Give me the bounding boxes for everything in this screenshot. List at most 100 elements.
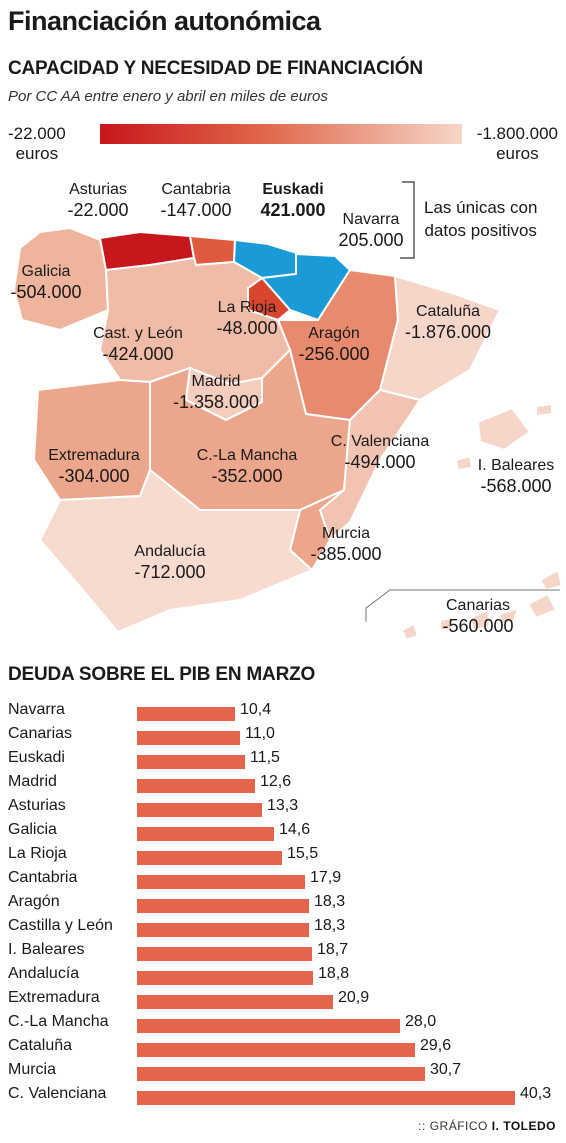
bar-chart-title: DEUDA SOBRE EL PIB EN MARZO xyxy=(8,664,315,686)
label-value: 205.000 xyxy=(338,230,403,250)
bar-value-label: 18,8 xyxy=(318,965,349,983)
label-value: -568.000 xyxy=(478,476,554,496)
label-value: -147.000 xyxy=(160,200,231,220)
label-value: -48.000 xyxy=(216,318,277,338)
bar-category-label: Galicia xyxy=(8,821,57,839)
map-section-heading: CAPACIDAD Y NECESIDAD DE FINANCIACIÓN xyxy=(8,58,423,80)
label-cantabria: Cantabria -147.000 xyxy=(160,180,231,220)
page-title: Financiación autonómica xyxy=(8,6,321,37)
bar-category-label: Andalucía xyxy=(8,965,79,983)
bar-value-label: 20,9 xyxy=(338,989,369,1007)
label-value: -22.000 xyxy=(67,200,128,220)
bar-row: Castilla y León 18,3 xyxy=(0,916,566,940)
legend-gradient-bar xyxy=(100,124,462,144)
label-value: -712.000 xyxy=(134,562,205,582)
positive-note: Las únicas con datos positivos xyxy=(424,196,537,242)
bar-category-label: Asturias xyxy=(8,797,66,815)
bar-value-label: 15,5 xyxy=(287,845,318,863)
bar-category-label: C.-La Mancha xyxy=(8,1013,109,1031)
label-name: Asturias xyxy=(67,180,128,200)
label-castilla-leon: Cast. y León -424.000 xyxy=(93,324,183,364)
credit-prefix: GRÁFICO xyxy=(430,1119,488,1133)
label-euskadi: Euskadi 421.000 xyxy=(260,180,325,220)
bar-value-label: 13,3 xyxy=(267,797,298,815)
label-aragon: Aragón -256.000 xyxy=(298,324,369,364)
bar-value-label: 17,9 xyxy=(310,869,341,887)
bar xyxy=(137,827,274,841)
bar-row: Asturias 13,3 xyxy=(0,796,566,820)
bar-value-label: 29,6 xyxy=(420,1037,451,1055)
label-value: -504.000 xyxy=(10,282,81,302)
bar-value-label: 30,7 xyxy=(430,1061,461,1079)
region-baleares-mallorca xyxy=(478,408,530,450)
region-canarias-6 xyxy=(540,570,562,590)
bar-row: Cantabria 17,9 xyxy=(0,868,566,892)
bar-row: Navarra 10,4 xyxy=(0,700,566,724)
bar xyxy=(137,971,313,985)
legend-min-unit: euros xyxy=(8,144,66,164)
bar xyxy=(137,1019,400,1033)
label-name: C.-La Mancha xyxy=(197,446,298,466)
label-name: Cataluña xyxy=(405,302,491,322)
bar xyxy=(137,923,309,937)
bar-category-label: Madrid xyxy=(8,773,57,791)
label-larioja: La Rioja -48.000 xyxy=(216,298,277,338)
label-value: 421.000 xyxy=(260,200,325,220)
bar-row: Cataluña 29,6 xyxy=(0,1036,566,1060)
label-name: La Rioja xyxy=(216,298,277,318)
label-value: -304.000 xyxy=(48,466,140,486)
label-baleares: I. Baleares -568.000 xyxy=(478,456,554,496)
positive-note-line1: Las únicas con xyxy=(424,196,537,219)
bar xyxy=(137,779,255,793)
label-canarias: Canarias -560.000 xyxy=(442,596,513,636)
bar-row: Canarias 11,0 xyxy=(0,724,566,748)
spain-map xyxy=(0,170,566,660)
bar xyxy=(137,803,262,817)
label-name: Extremadura xyxy=(48,446,140,466)
bar xyxy=(137,899,309,913)
region-baleares-menorca xyxy=(536,404,552,416)
bar-value-label: 28,0 xyxy=(405,1013,436,1031)
bar xyxy=(137,947,312,961)
region-cantabria xyxy=(190,236,235,265)
bar-value-label: 18,3 xyxy=(314,893,345,911)
legend-max-label: -1.800.000 euros xyxy=(477,124,558,164)
debt-bar-chart: Navarra 10,4 Canarias 11,0 Euskadi 11,5 Madrid… xyxy=(0,700,566,1110)
bar-value-label: 40,3 xyxy=(520,1085,551,1103)
bar xyxy=(137,1067,425,1081)
label-name: Andalucía xyxy=(134,542,205,562)
bar-category-label: Euskadi xyxy=(8,749,65,767)
bar-value-label: 12,6 xyxy=(260,773,291,791)
bar-category-label: Cataluña xyxy=(8,1037,72,1055)
legend-max-value: -1.800.000 xyxy=(477,124,558,144)
bar-row: Murcia 30,7 xyxy=(0,1060,566,1084)
legend-min-value: -22.000 xyxy=(8,124,66,144)
label-name: Aragón xyxy=(298,324,369,344)
label-cataluna: Cataluña -1.876.000 xyxy=(405,302,491,342)
credit: :: GRÁFICO I. TOLEDO xyxy=(418,1119,556,1133)
label-andalucia: Andalucía -712.000 xyxy=(134,542,205,582)
label-murcia: Murcia -385.000 xyxy=(310,524,381,564)
bar-row: La Rioja 15,5 xyxy=(0,844,566,868)
bar-category-label: La Rioja xyxy=(8,845,67,863)
region-baleares-ibiza xyxy=(456,456,472,470)
bar-value-label: 11,5 xyxy=(250,749,280,767)
bar xyxy=(137,995,333,1009)
label-value: -1.358.000 xyxy=(173,392,259,412)
bar-category-label: Castilla y León xyxy=(8,917,113,935)
bar-value-label: 10,4 xyxy=(240,701,271,719)
bar-category-label: Aragón xyxy=(8,893,60,911)
bar-row: I. Baleares 18,7 xyxy=(0,940,566,964)
label-madrid: Madrid -1.358.000 xyxy=(173,372,259,412)
bar-value-label: 11,0 xyxy=(245,725,275,743)
bar-category-label: Murcia xyxy=(8,1061,56,1079)
region-canarias-5 xyxy=(528,594,556,618)
bar-value-label: 18,7 xyxy=(317,941,348,959)
label-name: Canarias xyxy=(442,596,513,616)
label-name: Galicia xyxy=(10,262,81,282)
bar-category-label: Cantabria xyxy=(8,869,77,887)
label-name: Euskadi xyxy=(260,180,325,200)
label-name: Navarra xyxy=(338,210,403,230)
label-asturias: Asturias -22.000 xyxy=(67,180,128,220)
label-name: Cast. y León xyxy=(93,324,183,344)
